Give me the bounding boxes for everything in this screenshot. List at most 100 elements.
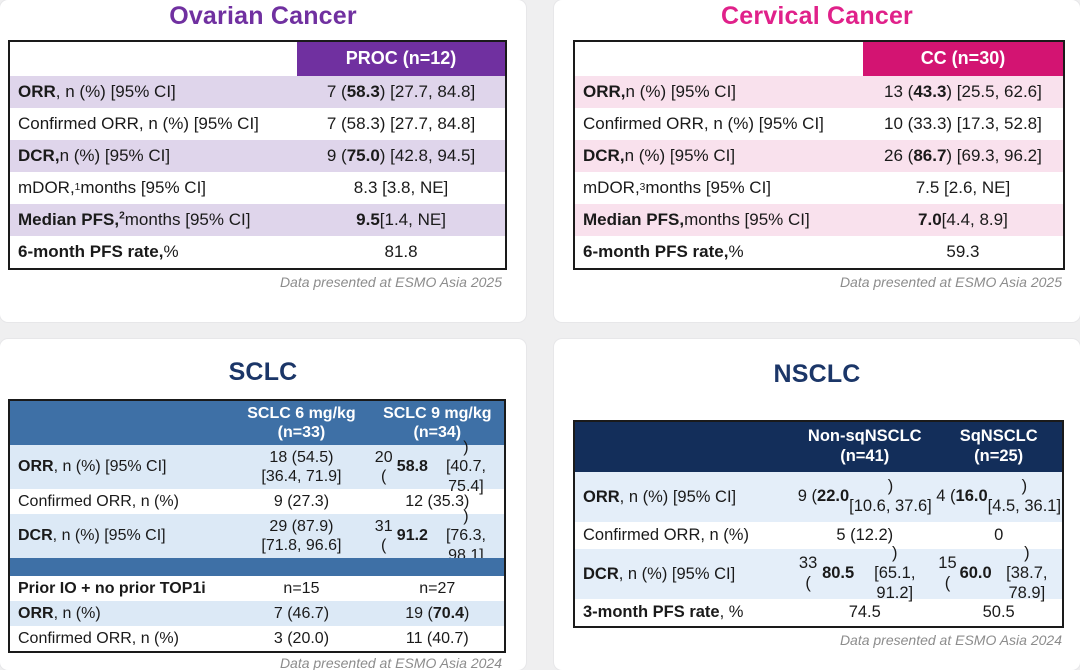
row-label: Confirmed ORR, n (%) [18,492,179,510]
row-value: 20 (58.8) [40.7, 75.4] [374,439,486,495]
table-row: mDOR, 1 months [95% CI] 8.3 [3.8, NE] [10,172,505,204]
row-label: ORR, n (%) [95% CI] [18,458,167,475]
table-row: Median PFS, months [95% CI] 7.0 [4.4, 8.… [575,204,1063,236]
row-value: n=15 [283,579,320,597]
row-label: ORR, n (%) [95% CI] [18,82,176,101]
row-value: 19 (70.4) [405,604,470,622]
row-value: 26 (86.7) [69.3, 96.2] [884,145,1042,165]
table-row: 3-month PFS rate, % 74.5 50.5 [575,599,1062,626]
row-label: mDOR, 3 months [95% CI] [583,178,772,197]
row-value: n=27 [419,579,456,597]
row-value: 18 (54.5) [36.4, 71.9] [261,448,342,485]
row-value: 9 (75.0) [42.8, 94.5] [326,145,476,165]
row-value: 5 (12.2) [836,525,894,544]
table-row: ORR, n (%) [95% CI] 9 (22.0) [10.6, 37.6]… [575,472,1062,522]
ovarian-header-row: PROC (n=12) [10,42,505,76]
table-row: ORR, n (%) [95% CI] 7 (58.3) [27.7, 84.8… [10,76,505,108]
row-value: 81.8 [384,241,418,261]
row-value: 10 (33.3) [17.3, 52.8] [884,113,1042,133]
row-value: 7 (58.3) [27.7, 84.8] [326,113,476,133]
row-value: 11 (40.7) [405,629,469,647]
table-row: ORR, n (%) [95% CI] 13 (43.3) [25.5, 62.… [575,76,1063,108]
sclc-title: SCLC [228,358,298,386]
ovarian-results-table: PROC (n=12) ORR, n (%) [95% CI] 7 (58.3)… [8,40,507,270]
nsclc-footnote: Data presented at ESMO Asia 2024 [839,632,1062,648]
row-label: 3-month PFS rate, % [583,603,744,621]
cervical-footnote: Data presented at ESMO Asia 2025 [839,274,1062,290]
row-label: DCR, n (%) [95% CI] [18,527,166,544]
nsclc-header-row: Non-sqNSCLC (n=41) SqNSCLC (n=25) [575,422,1062,472]
sclc-header-empty [10,401,232,445]
row-label: Median PFS, months [95% CI] [583,210,810,229]
row-value: 74.5 [848,602,881,621]
ovarian-title: Ovarian Cancer [169,2,357,30]
table-row: Median PFS,2 months [95% CI] 9.5 [1.4, N… [10,204,505,236]
cervical-header-row: CC (n=30) [575,42,1063,76]
ovarian-header-empty [10,42,297,76]
cervical-results-table: CC (n=30) ORR, n (%) [95% CI] 13 (43.3) … [573,40,1065,270]
nsclc-header-sq: SqNSCLC (n=25) [959,427,1038,465]
table-row: DCR, n (%) [95% CI] 29 (87.9) [71.8, 96.6… [10,508,504,564]
table-row: 6-month PFS rate, % 59.3 [575,236,1063,268]
nsclc-title: NSCLC [773,360,861,388]
row-label: 6-month PFS rate, % [18,242,179,261]
row-label: ORR, n (%) [95% CI] [583,487,737,506]
panel-cervical-cancer: Cervical Cancer CC (n=30) ORR, n (%) [95… [554,0,1080,322]
sclc-section-separator [10,558,504,576]
table-row: Prior IO + no prior TOP1i n=15 n=27 [10,576,504,601]
row-value: 9 (22.0) [10.6, 37.6] [797,477,932,515]
row-value: 29 (87.9) [71.8, 96.6] [261,517,342,554]
table-row: 6-month PFS rate, % 81.8 [10,236,505,268]
panel-ovarian-cancer: Ovarian Cancer PROC (n=12) ORR, n (%) [9… [0,0,526,322]
table-row: Confirmed ORR, n (%) 5 (12.2) 0 [575,522,1062,549]
cervical-header-cohort: CC (n=30) [862,42,1063,76]
sclc-results-table: SCLC 6 mg/kg (n=33) SCLC 9 mg/kg (n=34) OR… [8,399,506,653]
row-value: 7 (58.3) [27.7, 84.8] [326,81,476,101]
row-label: Confirmed ORR, n (%) [95% CI] [18,114,259,133]
cervical-header-empty [575,42,863,76]
table-row: Confirmed ORR, n (%) 9 (27.3) 12 (35.3) [10,489,504,514]
row-value: 15 (60.0) [38.7, 78.9] [938,544,1048,602]
row-label: Confirmed ORR, n (%) [583,526,749,544]
ovarian-footnote: Data presented at ESMO Asia 2025 [279,274,502,290]
row-label: Prior IO + no prior TOP1i [18,579,206,597]
row-value: 3 (20.0) [273,629,330,647]
row-value: 0 [994,525,1004,544]
row-value: 31 (91.2) [76.3, 98.1] [374,508,486,564]
panel-sclc: SCLC SCLC 6 mg/kg (n=33) SCLC 9 mg/kg (n=3… [0,339,526,670]
table-row: Confirmed ORR, n (%) 3 (20.0) 11 (40.7) [10,626,504,651]
row-label: DCR, n (%) [95% CI] [18,146,171,165]
row-label: 6-month PFS rate, % [583,242,744,261]
table-row: ORR, n (%) [95% CI] 18 (54.5) [36.4, 71.9… [10,439,504,495]
row-value: 8.3 [3.8, NE] [353,177,449,197]
sclc-header-dose9: SCLC 9 mg/kg (n=34) [383,404,492,441]
row-label: DCR, n (%) [95% CI] [583,146,736,165]
row-label: Median PFS,2 months [95% CI] [18,210,251,229]
row-value: 7 (46.7) [273,604,330,622]
table-row: DCR, n (%) [95% CI] 26 (86.7) [69.3, 96.… [575,140,1063,172]
row-value: 59.3 [946,241,980,261]
row-value: 13 (43.3) [25.5, 62.6] [884,81,1042,101]
table-row: DCR, n (%) [95% CI] 9 (75.0) [42.8, 94.5… [10,140,505,172]
table-row: DCR, n (%) [95% CI] 33 (80.5) [65.1, 91.2… [575,544,1062,602]
row-value: 9 (27.3) [273,492,330,510]
row-label: ORR, n (%) [95% CI] [583,82,737,101]
nsclc-header-empty [575,422,794,472]
row-value: 33 (80.5) [65.1, 91.2] [798,544,916,602]
table-row: ORR, n (%) 7 (46.7) 19 (70.4) [10,601,504,626]
ovarian-header-cohort: PROC (n=12) [297,42,505,76]
nsclc-results-table: Non-sqNSCLC (n=41) SqNSCLC (n=25) ORR, n (… [573,420,1064,628]
row-value: 50.5 [982,602,1015,621]
row-label: Confirmed ORR, n (%) [18,629,179,647]
panel-nsclc: NSCLC Non-sqNSCLC (n=41) SqNSCLC (n=25) OR… [554,339,1080,670]
row-label: ORR, n (%) [18,604,101,622]
row-label: Confirmed ORR, n (%) [95% CI] [583,114,824,133]
row-value: 7.0 [4.4, 8.9] [918,209,1008,229]
row-value: 12 (35.3) [405,492,470,510]
sclc-header-dose6: SCLC 6 mg/kg (n=33) [247,404,356,441]
table-row: Confirmed ORR, n (%) [95% CI] 10 (33.3) … [575,108,1063,140]
cervical-title: Cervical Cancer [720,2,913,30]
row-label: mDOR, 1 months [95% CI] [18,178,207,197]
row-value: 9.5 [1.4, NE] [356,209,446,229]
